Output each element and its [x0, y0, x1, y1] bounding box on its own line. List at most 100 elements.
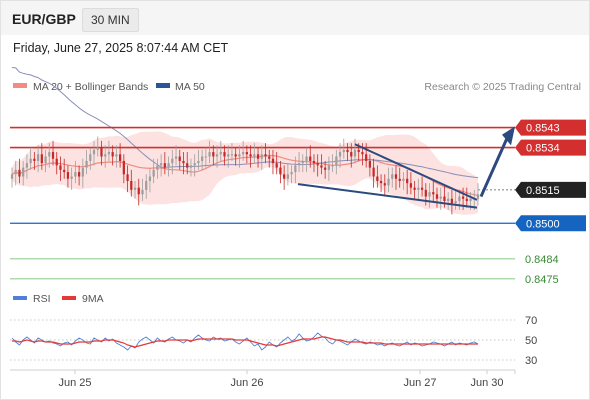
x-tick-label: Jun 26	[230, 377, 263, 389]
candle-body	[346, 149, 349, 153]
candle-body	[137, 187, 140, 195]
candle-body	[167, 163, 170, 168]
candle-body	[309, 156, 312, 161]
candle-body	[227, 154, 230, 157]
candle-body	[320, 165, 323, 168]
candle-body	[25, 163, 29, 168]
trend-annotations	[297, 126, 515, 209]
candle-body	[294, 165, 297, 173]
support-trendline	[297, 183, 478, 209]
candle-body	[141, 189, 144, 195]
candle-body	[10, 174, 14, 179]
candle-body	[432, 192, 435, 195]
support-1-label: 0.8484	[525, 254, 559, 266]
candle-body	[439, 196, 442, 199]
candle-body	[156, 165, 159, 170]
candle-body	[29, 158, 32, 164]
ma20-legend-label: MA 20 + Bollinger Bands	[33, 81, 148, 93]
candle-body	[111, 152, 114, 157]
candle-body	[48, 152, 51, 157]
candle-body	[92, 149, 96, 155]
resistance-2-label: 0.8543	[526, 123, 560, 135]
candle-body	[264, 154, 267, 157]
resistance-1-tag	[515, 139, 586, 156]
x-tick-label: Jun 27	[403, 377, 436, 389]
ma9-legend-label: 9MA	[82, 293, 104, 305]
research-credit: Research © 2025 Trading Central	[424, 81, 581, 93]
ma50-legend-label: MA 50	[175, 81, 205, 93]
candle-body	[118, 154, 122, 161]
resistance-2-tag	[515, 119, 586, 136]
candle-body	[417, 187, 420, 190]
candle-body	[201, 156, 204, 161]
candle-body	[245, 152, 248, 155]
candle-body	[63, 169, 66, 173]
candle-body	[14, 169, 17, 175]
candle-body	[316, 163, 319, 166]
candle-body	[96, 147, 99, 150]
candle-body	[230, 154, 234, 156]
candle-body	[450, 198, 454, 204]
timeframe-button[interactable]: 30 MIN	[82, 8, 139, 32]
candle-body	[126, 174, 129, 181]
candle-body	[33, 158, 36, 161]
candle-body	[115, 154, 118, 157]
forecast-arrow-shaft	[479, 135, 510, 198]
candle-body	[208, 152, 211, 157]
candle-body	[66, 172, 70, 179]
candle-body	[197, 160, 200, 164]
candle-body	[368, 160, 372, 168]
candle-body	[204, 156, 207, 158]
candle-body	[152, 169, 155, 177]
candle-body	[394, 174, 398, 179]
candle-body	[402, 178, 405, 181]
candle-body	[290, 172, 293, 175]
candle-body	[361, 152, 364, 155]
candle-body	[350, 152, 353, 157]
candle-body	[145, 180, 148, 190]
candle-body	[253, 154, 256, 157]
rsi-tick-50: 50	[525, 335, 537, 347]
candle-body	[85, 160, 88, 168]
candle-body	[469, 198, 472, 201]
candle-body	[379, 180, 383, 184]
ma9-legend-swatch	[62, 296, 76, 300]
candle-body	[353, 149, 357, 157]
moving-averages	[11, 67, 479, 196]
ma50-legend-swatch	[156, 83, 170, 88]
rsi-grid: 70 50 30	[10, 315, 537, 367]
current-label: 0.8515	[526, 185, 560, 197]
candle-body	[335, 156, 338, 166]
candle-body	[133, 187, 137, 190]
candle-body	[398, 178, 401, 181]
candle-body	[260, 154, 263, 159]
candle-body	[256, 154, 260, 159]
resistance-1-label: 0.8534	[526, 143, 560, 155]
candle-body	[413, 187, 416, 190]
candle-body	[327, 165, 330, 170]
candle-body	[171, 158, 174, 164]
candle-body	[297, 163, 301, 166]
rsi-tick-70: 70	[525, 315, 537, 327]
ma20-line	[11, 154, 479, 196]
candle-body	[130, 180, 133, 190]
candle-body	[376, 176, 379, 181]
forecast-arrow-head	[502, 126, 515, 146]
current-tag	[515, 181, 586, 198]
candle-body	[223, 152, 226, 157]
candle-body	[312, 160, 316, 164]
pivot-tag	[515, 215, 586, 232]
candle-body	[342, 149, 345, 153]
candle-body	[212, 152, 215, 157]
candle-body	[81, 167, 84, 177]
candle-body	[391, 174, 394, 179]
pivot-label: 0.8500	[526, 218, 560, 230]
candle-body	[338, 152, 342, 157]
candle-body	[279, 167, 282, 175]
candle-body	[104, 154, 107, 157]
candle-body	[242, 152, 245, 155]
candle-body	[365, 154, 368, 161]
resistance-trendline	[354, 143, 478, 201]
x-axis: Jun 25 Jun 26 Jun 27 Jun 30	[58, 370, 516, 389]
